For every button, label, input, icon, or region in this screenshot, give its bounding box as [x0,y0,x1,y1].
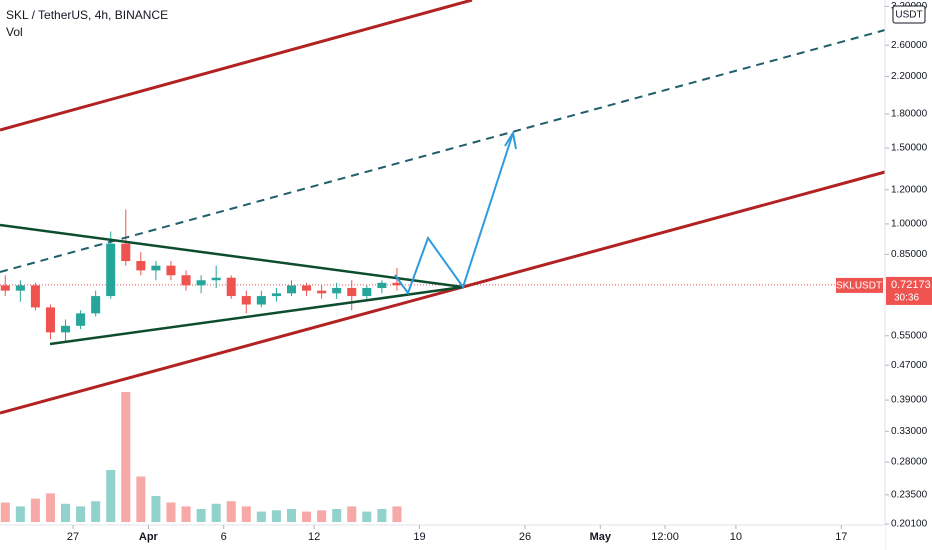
triangle-top [0,223,464,289]
x-tick-label: 12:00 [651,531,679,543]
plot-area [0,209,885,522]
price-badge [886,276,932,305]
volume-bar [181,506,191,522]
y-tick-label: 0.55000 [891,330,928,341]
volume-bar [166,502,176,522]
currency-box[interactable] [892,5,926,24]
volume-bar [151,496,161,522]
candle-body [121,243,131,262]
y-tick-label: 1.00000 [891,219,928,230]
last-price: 0.72173 [891,279,931,291]
volume-bar [347,506,357,522]
projection-arrowhead [504,130,517,150]
candle-body [256,296,266,305]
candle-body [286,285,297,294]
x-tick-label: 19 [413,531,425,543]
volume-bar [76,506,86,522]
x-tick-label: 10 [730,531,742,543]
y-tick-label: 0.23500 [891,489,928,500]
y-tick-label: 0.28000 [891,457,928,468]
volume-bar [61,503,71,522]
candle-body [45,307,55,333]
candle-body [332,287,342,294]
y-tick-label: 1.50000 [891,143,928,154]
y-tick-label: 2.60000 [891,40,928,51]
candle-body [226,277,236,297]
channel-top [0,0,473,132]
candle-body [211,277,221,281]
candle-body [15,285,25,291]
volume-bar [226,501,236,522]
currency[interactable]: USDT [895,10,922,21]
candle-body [241,296,251,305]
volume-bar [91,501,101,522]
y-tick-label: 0.85000 [891,249,928,260]
volume-bar [332,509,342,522]
volume-bar [256,511,266,522]
projection-path [394,132,514,296]
chart-title: SKL / TetherUS, 4h, BINANCE [6,8,168,22]
x-tick-label: 26 [519,531,531,543]
candle-body [30,285,40,308]
candle-body [302,285,312,291]
countdown: 30:36 [894,293,919,304]
price-axis [885,0,932,550]
candle-body [196,280,206,286]
x-tick-label: 27 [67,531,79,543]
time-axis [0,525,885,550]
candle-body [362,287,372,297]
candle-body [392,282,402,286]
volume-bar [362,511,372,522]
x-tick-label: 17 [835,531,847,543]
y-tick-label: 0.20100 [891,519,928,530]
triangle-bottom [49,285,464,346]
volume-bar [0,502,10,522]
x-tick-label: Apr [139,531,159,543]
candle-body [166,265,176,276]
candle-body [317,290,327,294]
volume-bar [15,506,25,522]
y-tick-label: 1.80000 [891,109,928,120]
candle-body [91,296,101,314]
volume-label: Vol [6,25,23,39]
volume-bar [317,510,327,522]
candle-body [181,275,191,286]
candle-body [347,287,357,297]
candle-body [0,285,10,291]
candle-body [151,265,161,271]
candle-body [136,261,146,271]
y-tick-label: 0.39000 [891,395,928,406]
volume-bar [286,509,297,522]
x-tick-label: 12 [308,531,320,543]
symbol: SKLUSDT [836,281,882,292]
volume-bar [392,506,402,522]
volume-bar [30,498,40,522]
x-tick-label: May [590,531,612,543]
candle-body [271,293,281,297]
x-tick-label: 6 [221,531,227,543]
volume-bar [377,509,387,522]
volume-bar [302,511,312,522]
candle-body [377,282,387,288]
volume-bar [45,493,55,522]
volume-bar [271,510,281,522]
symbol-badge [836,277,883,293]
volume-bar [211,503,221,522]
y-tick-label: 0.47000 [891,360,928,371]
channel-bottom [0,170,886,415]
volume-bar [121,392,131,522]
candle-body [106,243,116,297]
y-tick-label: 2.20000 [891,71,928,82]
volume-bar [106,470,116,522]
candle-body [61,325,71,333]
volume-bar [196,509,206,522]
y-tick-label: 0.33000 [891,426,928,437]
y-tick-label: 1.20000 [891,184,928,195]
candle-body [76,313,86,326]
volume-bar [136,476,146,522]
volume-bar [241,506,251,522]
